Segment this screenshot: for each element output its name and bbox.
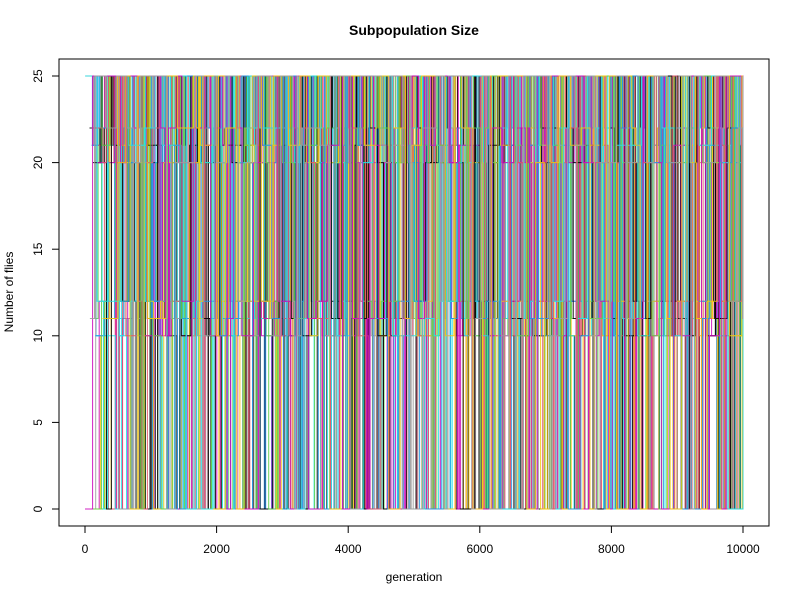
chart-title: Subpopulation Size [349,22,479,38]
series-lines [85,75,744,510]
x-tick-label: 2000 [203,542,230,556]
y-tick-label: 5 [31,419,45,426]
series-line [89,75,744,510]
y-axis: 0 5 10 15 20 25 [31,69,60,512]
y-tick-label: 10 [31,329,45,343]
x-axis-label: generation [386,570,443,584]
y-tick-label: 0 [31,505,45,512]
x-tick-label: 6000 [466,542,493,556]
x-tick-label: 8000 [598,542,625,556]
series-line [102,75,743,510]
y-tick-label: 15 [31,242,45,256]
x-tick-label: 4000 [335,542,362,556]
x-axis: 0 2000 4000 6000 8000 10000 [82,525,760,556]
x-tick-label: 10000 [726,542,760,556]
y-axis-label: Number of flies [2,252,16,333]
x-tick-label: 0 [82,542,89,556]
y-tick-label: 25 [31,69,45,83]
y-tick-label: 20 [31,156,45,170]
